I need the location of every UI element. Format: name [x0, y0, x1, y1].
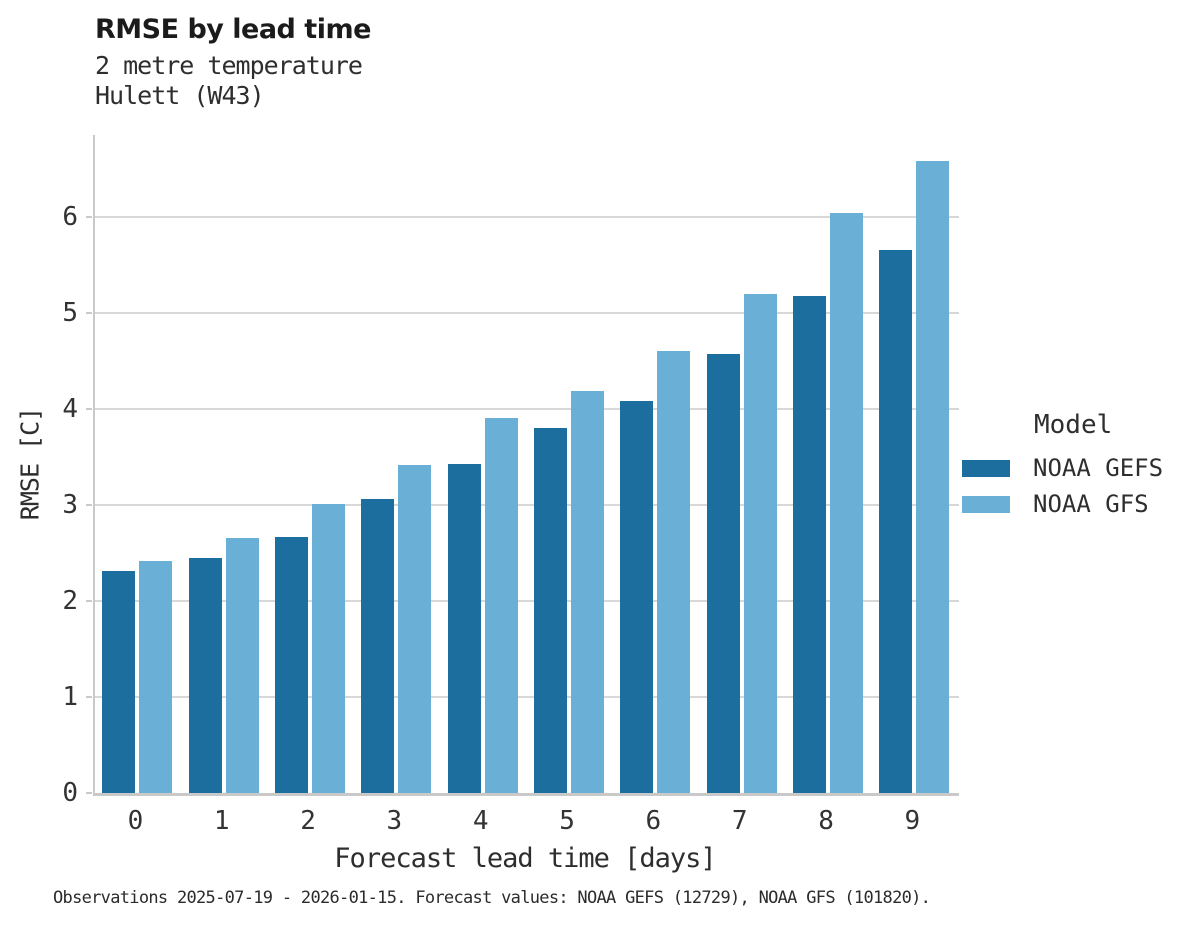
x-tick-label-0: 0 — [127, 806, 144, 836]
bar-noaa-gfs-lead-6 — [657, 351, 691, 793]
x-tick-label-7: 7 — [731, 806, 748, 836]
y-tick-mark-3 — [86, 503, 92, 506]
y-tick-mark-1 — [86, 695, 92, 698]
chart-subtitle-variable: 2 metre temperature — [95, 51, 363, 80]
y-tick-mark-2 — [86, 599, 92, 602]
gridline-y-5 — [95, 311, 959, 314]
legend-title: Model — [1034, 410, 1113, 440]
y-tick-label-6: 6 — [62, 201, 78, 232]
x-tick-label-5: 5 — [559, 806, 575, 836]
y-tick-label-1: 1 — [62, 681, 78, 712]
bar-noaa-gfs-lead-1 — [225, 537, 259, 793]
x-axis-label: Forecast lead time [days] — [334, 843, 716, 874]
bar-noaa-gfs-lead-7 — [743, 294, 777, 793]
bar-noaa-gefs-lead-0 — [102, 571, 136, 793]
x-tick-label-6: 6 — [645, 806, 662, 836]
bar-noaa-gfs-lead-5 — [571, 391, 605, 793]
legend-item-label: NOAA GFS — [1033, 490, 1149, 518]
y-tick-label-4: 4 — [62, 393, 78, 424]
gridline-y-3 — [95, 503, 959, 506]
legend-item-noaa-gfs: NOAA GFS — [962, 486, 1192, 522]
y-tick-mark-0 — [86, 792, 92, 794]
bar-noaa-gefs-lead-8 — [793, 296, 827, 793]
footer-caption: Observations 2025-07-19 - 2026-01-15. Fo… — [53, 888, 931, 908]
gridline-y-1 — [95, 695, 959, 698]
legend-swatch-icon — [962, 495, 1010, 513]
bar-noaa-gefs-lead-4 — [447, 464, 481, 793]
x-tick-label-8: 8 — [818, 806, 834, 836]
legend-swatch-icon — [962, 459, 1010, 477]
x-tick-label-4: 4 — [472, 806, 489, 836]
legend-item-noaa-gefs: NOAA GEFS — [962, 450, 1192, 486]
chart-title: RMSE by lead time — [95, 14, 371, 45]
bar-noaa-gefs-lead-2 — [275, 536, 309, 793]
bar-noaa-gefs-lead-7 — [706, 354, 740, 793]
bar-noaa-gefs-lead-6 — [620, 401, 654, 793]
bar-noaa-gfs-lead-4 — [484, 418, 518, 793]
bar-noaa-gefs-lead-9 — [879, 250, 913, 793]
y-tick-mark-5 — [86, 311, 92, 314]
gridline-y-2 — [95, 599, 959, 602]
chart-subtitle-station: Hulett (W43) — [95, 81, 265, 110]
y-tick-label-3: 3 — [62, 489, 78, 520]
x-tick-label-2: 2 — [300, 806, 316, 836]
bar-noaa-gfs-lead-3 — [398, 465, 432, 793]
bar-noaa-gefs-lead-1 — [188, 557, 222, 793]
bar-noaa-gefs-lead-5 — [534, 427, 568, 793]
y-tick-mark-4 — [86, 407, 92, 410]
x-tick-label-3: 3 — [386, 806, 403, 836]
legend: Model NOAA GEFS NOAA GFS — [962, 410, 1192, 522]
legend-items: NOAA GEFS NOAA GFS — [962, 450, 1192, 522]
legend-item-label: NOAA GEFS — [1033, 454, 1164, 482]
gridline-y-6 — [95, 215, 959, 218]
y-tick-mark-6 — [86, 215, 92, 218]
bar-noaa-gfs-lead-9 — [916, 160, 950, 793]
bar-noaa-gefs-lead-3 — [361, 499, 395, 793]
bar-noaa-gfs-lead-2 — [312, 503, 346, 793]
y-tick-label-5: 5 — [62, 297, 78, 328]
y-tick-label-0: 0 — [62, 778, 78, 808]
bar-noaa-gfs-lead-8 — [830, 212, 864, 793]
x-tick-label-9: 9 — [904, 806, 921, 836]
gridline-y-4 — [95, 407, 959, 410]
x-tick-label-1: 1 — [213, 806, 230, 836]
plot-area — [93, 135, 959, 796]
y-tick-label-2: 2 — [62, 585, 78, 616]
bar-noaa-gfs-lead-0 — [139, 560, 173, 793]
